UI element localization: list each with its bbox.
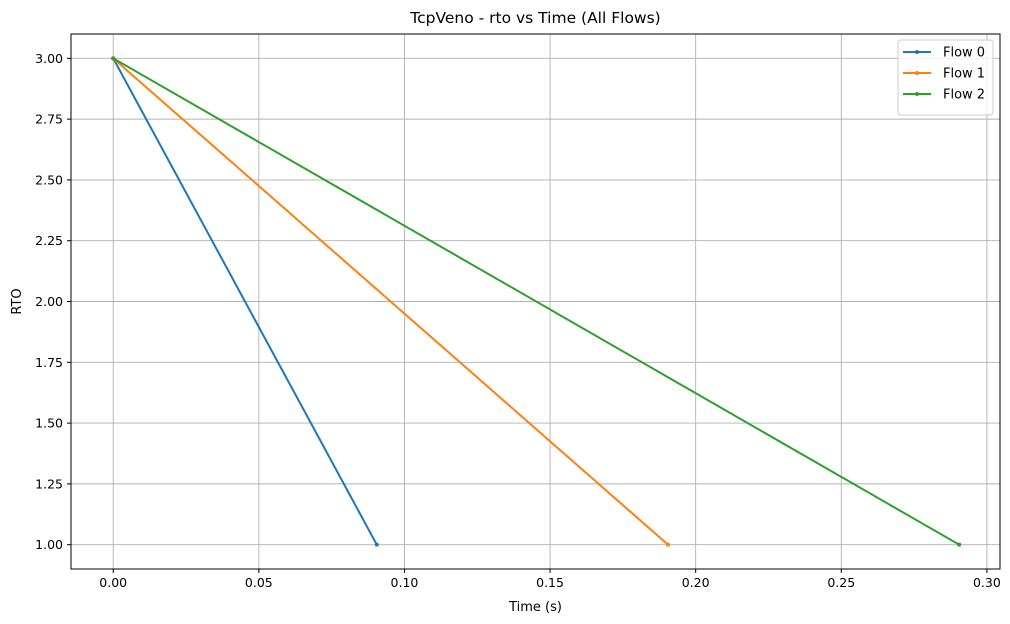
y-tick-label: 1.50 [35,416,63,431]
y-axis-label: RTO [10,288,25,314]
legend-marker [915,50,919,54]
y-tick-label: 1.25 [35,476,63,491]
y-tick-label: 2.00 [35,294,63,309]
legend-label: Flow 0 [943,46,985,61]
legend-box [897,39,994,116]
y-axis-ticks: 1.00 1.25 1.50 1.75 2.00 2.25 2.50 2.75 3.00 [35,51,71,552]
y-tick-label: 2.75 [35,112,63,127]
legend: Flow 0 Flow 1 Flow 2 [897,39,994,116]
x-tick-label: 0.30 [973,575,1001,590]
data-point [374,542,379,547]
x-axis-ticks: 0.00 0.05 0.10 0.15 0.20 0.25 0.30 [99,569,1001,590]
x-tick-label: 0.05 [245,575,273,590]
series-lines [111,56,962,547]
legend-item-flow-2: Flow 2 [903,88,985,103]
legend-label: Flow 1 [943,67,985,82]
data-point [111,56,116,61]
x-axis-label: Time (s) [508,600,562,615]
data-point [666,542,671,547]
y-tick-label: 1.75 [35,355,63,370]
legend-marker [915,92,919,96]
y-tick-label: 2.50 [35,172,63,187]
legend-marker [915,71,919,75]
grid-lines [71,34,1000,569]
series-line [112,57,378,546]
legend-item-flow-1: Flow 1 [903,67,985,82]
legend-item-flow-0: Flow 0 [903,46,985,61]
x-tick-label: 0.15 [536,575,564,590]
series-line [112,57,960,546]
series-flow-2 [111,56,962,547]
legend-label: Flow 2 [943,88,985,103]
data-point [957,542,962,547]
x-tick-label: 0.00 [99,575,127,590]
series-line [112,57,669,546]
x-tick-label: 0.25 [827,575,855,590]
y-tick-label: 3.00 [35,51,63,66]
y-tick-label: 2.25 [35,233,63,248]
y-tick-label: 1.00 [35,537,63,552]
x-tick-label: 0.10 [391,575,419,590]
x-tick-label: 0.20 [682,575,710,590]
chart-title: TcpVeno - rto vs Time (All Flows) [409,9,660,27]
